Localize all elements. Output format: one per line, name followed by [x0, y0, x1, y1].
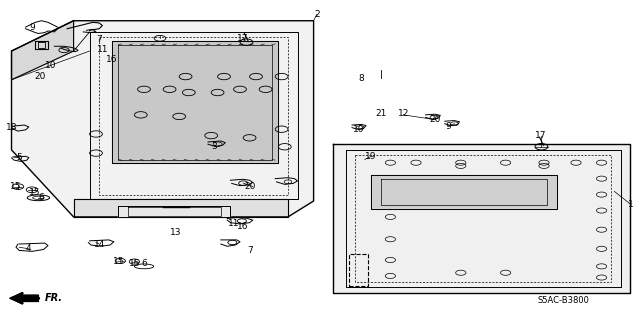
Text: 20: 20	[244, 182, 255, 191]
Polygon shape	[74, 199, 288, 217]
Text: 16: 16	[237, 222, 249, 231]
Text: 15: 15	[129, 259, 140, 268]
Text: 7: 7	[247, 246, 252, 255]
Text: 17: 17	[237, 34, 249, 43]
Text: 13: 13	[170, 228, 182, 237]
Text: 12: 12	[397, 109, 409, 118]
Text: 11: 11	[97, 45, 108, 54]
Text: 9: 9	[29, 23, 35, 32]
Text: 15: 15	[113, 257, 124, 266]
Text: 9: 9	[445, 122, 451, 130]
Text: 6: 6	[141, 259, 147, 268]
Text: 7: 7	[97, 35, 102, 44]
Text: 14: 14	[93, 240, 105, 249]
FancyArrow shape	[10, 293, 38, 303]
Text: 17: 17	[535, 131, 547, 140]
Text: 21: 21	[375, 109, 387, 118]
Polygon shape	[112, 41, 278, 163]
Text: 15: 15	[10, 182, 22, 191]
Polygon shape	[118, 206, 230, 217]
Bar	[349, 254, 368, 286]
Text: 15: 15	[29, 189, 41, 197]
Text: 4: 4	[26, 244, 31, 253]
Text: 6: 6	[39, 193, 44, 202]
Text: 10: 10	[45, 61, 57, 70]
Text: S5AC-B3800: S5AC-B3800	[537, 296, 589, 305]
Text: 19: 19	[365, 152, 377, 161]
Text: 8: 8	[359, 74, 364, 83]
Text: 16: 16	[106, 55, 118, 63]
Text: 5: 5	[17, 153, 22, 162]
Polygon shape	[371, 175, 557, 209]
Polygon shape	[333, 144, 630, 293]
Polygon shape	[12, 21, 314, 217]
Text: 3: 3	[212, 142, 217, 151]
Text: 1: 1	[628, 200, 633, 209]
Text: FR.: FR.	[45, 293, 63, 303]
Text: 18: 18	[6, 123, 17, 132]
Polygon shape	[12, 21, 74, 80]
Text: 20: 20	[429, 115, 441, 124]
Text: 2: 2	[314, 10, 319, 19]
Text: 20: 20	[35, 72, 46, 81]
Text: 11: 11	[228, 219, 239, 228]
Text: 10: 10	[353, 125, 364, 134]
